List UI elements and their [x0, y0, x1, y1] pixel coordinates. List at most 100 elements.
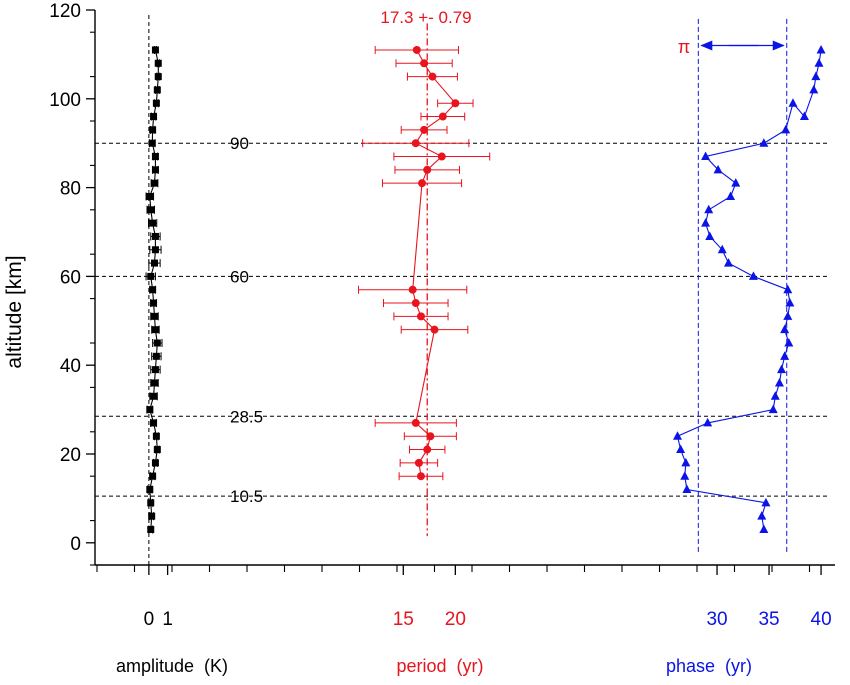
phase-point — [703, 417, 713, 427]
amplitude-x-tick-label: 1 — [162, 609, 173, 630]
period-point — [428, 72, 437, 81]
phase-point — [811, 71, 821, 81]
period-point — [426, 432, 435, 441]
amplitude-point — [149, 472, 157, 480]
y-axis: 0 20 40 60 80 100 120 — [49, 1, 95, 566]
amplitude-point — [147, 499, 155, 507]
phase-point — [788, 98, 798, 107]
period-point — [423, 445, 432, 454]
y-tick-label: 20 — [60, 445, 81, 466]
phase-point — [704, 204, 714, 214]
period-point — [411, 299, 420, 308]
amplitude-point — [150, 419, 158, 427]
pi-label: π — [678, 37, 690, 57]
phase-point — [783, 311, 793, 320]
period-point — [430, 325, 439, 334]
amplitude-axis-label: amplitude (K) — [116, 656, 228, 676]
period-point — [420, 59, 429, 68]
period-point — [411, 139, 420, 148]
amplitude-point — [151, 379, 158, 387]
amplitude-point — [153, 86, 161, 94]
amplitude-point — [152, 352, 160, 360]
amplitude-point — [151, 232, 159, 240]
phase-x-tick-label: 30 — [706, 609, 727, 630]
amplitude-point — [154, 73, 162, 81]
amplitude-point — [147, 206, 155, 214]
amplitude-point — [151, 459, 159, 467]
phase-point — [748, 271, 758, 280]
phase-point — [717, 244, 727, 254]
phase-point — [774, 377, 784, 387]
period-x-tick-label: 20 — [445, 609, 466, 630]
amplitude-point — [151, 153, 159, 161]
phase-series-line — [676, 49, 822, 530]
phase-x-tick-label: 35 — [758, 609, 779, 630]
phase-point — [761, 497, 771, 507]
phase-point — [680, 471, 690, 480]
phase-point — [809, 84, 819, 94]
amplitude-point — [150, 299, 158, 307]
phase-point — [731, 178, 741, 187]
y-tick-label: 0 — [70, 534, 81, 555]
amplitude-point — [151, 326, 159, 334]
amplitude-point — [149, 126, 157, 134]
reference-line-label: 90 — [230, 134, 249, 153]
amplitude-point — [151, 312, 158, 320]
period-point — [418, 179, 427, 188]
phase-point — [785, 298, 795, 307]
reference-line-label: 28.5 — [230, 407, 263, 426]
phase-point — [784, 338, 794, 347]
period-axis-label: period (yr) — [396, 656, 483, 676]
reference-lines: 90 60 28.5 10.5 — [95, 134, 830, 506]
phase-point — [770, 391, 780, 400]
phase-point — [681, 457, 691, 467]
phase-point — [799, 111, 809, 121]
phase-point — [780, 324, 790, 334]
phase-point — [713, 164, 723, 174]
phase-point — [780, 351, 790, 360]
y-tick-label: 120 — [49, 1, 81, 22]
reference-line-label: 60 — [230, 267, 249, 286]
amplitude-point — [147, 272, 155, 280]
amplitude-point — [152, 99, 160, 107]
phase-point — [768, 404, 778, 414]
amplitude-point — [148, 512, 156, 520]
amplitude-point — [150, 392, 158, 400]
phase-point — [781, 124, 791, 134]
period-point — [416, 472, 425, 481]
y-tick-label: 60 — [60, 267, 81, 288]
amplitude-point — [151, 179, 158, 187]
period-x-tick-label: 15 — [393, 609, 414, 630]
amplitude-point — [146, 406, 154, 414]
phase-point — [673, 431, 682, 440]
period-point — [420, 125, 429, 134]
amplitude-point — [148, 139, 156, 147]
phase-axis-label: phase (yr) — [666, 656, 752, 676]
period-point — [412, 45, 421, 54]
period-point — [437, 152, 446, 161]
phase-point — [682, 484, 692, 494]
amplitude-point — [151, 246, 159, 254]
period-point — [451, 99, 460, 108]
amplitude-point — [151, 46, 159, 54]
phase-point — [759, 138, 769, 147]
period-panel: 15 20 — [358, 23, 491, 630]
amplitude-point — [150, 113, 158, 121]
period-point — [408, 285, 417, 294]
phase-point — [814, 58, 824, 67]
period-mean-annotation: 17.3 +- 0.79 — [380, 8, 471, 27]
phase-point — [757, 511, 767, 520]
phase-point — [705, 231, 715, 240]
amplitude-point — [153, 446, 161, 454]
pi-arrow-head — [772, 40, 785, 51]
phase-point — [676, 444, 686, 454]
y-tick-label: 100 — [49, 90, 81, 111]
phase-x-tick-label: 40 — [811, 609, 832, 630]
plot-frame — [94, 10, 835, 566]
amplitude-point — [151, 166, 159, 174]
amplitude-point — [146, 192, 154, 200]
amplitude-point — [153, 339, 161, 347]
y-axis-label: altitude [km] — [3, 255, 26, 368]
